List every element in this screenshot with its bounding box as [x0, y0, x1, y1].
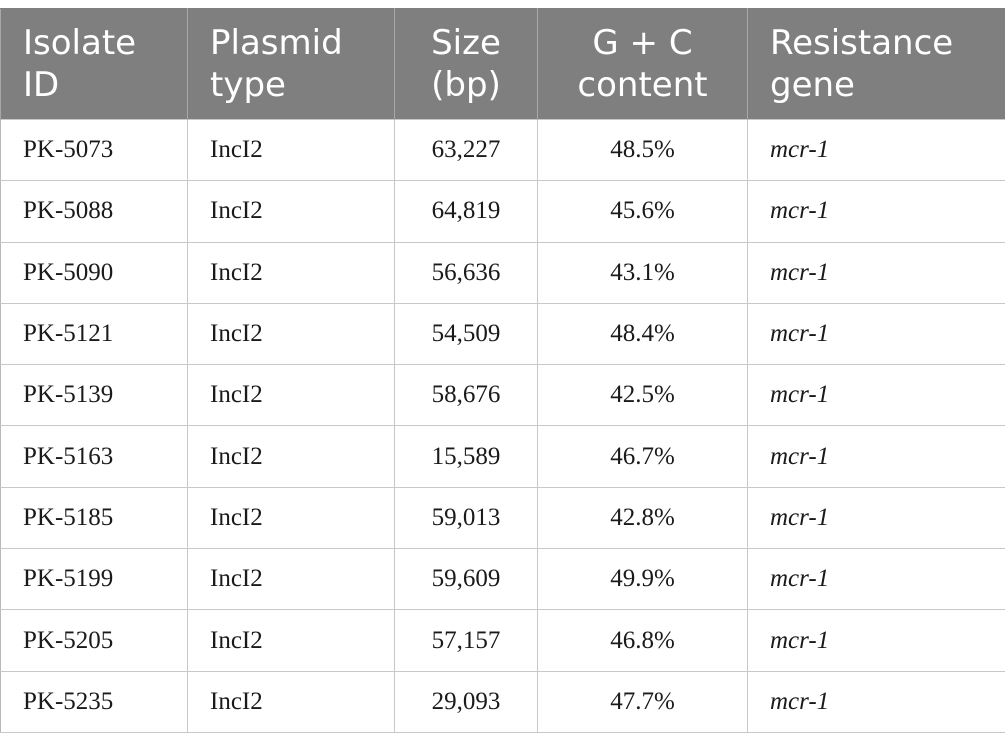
- header-line: content: [577, 65, 708, 105]
- header-line: type: [210, 65, 286, 105]
- cell-size: 54,509: [394, 302, 538, 366]
- cell-resistance-gene: mcr-1: [747, 548, 1005, 611]
- header-gc-content: G + C content: [537, 8, 748, 120]
- cell-size: 59,609: [394, 548, 538, 611]
- header-line: gene: [770, 65, 855, 105]
- cell-size: 64,819: [394, 180, 538, 243]
- header-line: (bp): [431, 65, 501, 105]
- header-resistance-gene: Resistance gene: [747, 8, 1005, 120]
- table-row: PK-5163 IncI2 15,589 46.7% mcr-1: [0, 425, 1005, 488]
- table-row: PK-5199 IncI2 59,609 49.9% mcr-1: [0, 548, 1005, 611]
- header-isolate-id: Isolate ID: [0, 8, 188, 120]
- cell-isolate-id: PK-5185: [0, 486, 188, 550]
- cell-gc-content: 47.7%: [537, 670, 748, 733]
- cell-plasmid-type: IncI2: [187, 670, 395, 733]
- cell-size: 58,676: [394, 364, 538, 427]
- cell-resistance-gene: mcr-1: [747, 670, 1005, 733]
- table-body: PK-5073 IncI2 63,227 48.5% mcr-1 PK-5088…: [0, 118, 1005, 733]
- cell-resistance-gene: mcr-1: [747, 364, 1005, 427]
- cell-isolate-id: PK-5088: [0, 180, 188, 243]
- header-line: Size: [431, 23, 501, 63]
- cell-size: 57,157: [394, 609, 538, 672]
- table-header: Isolate ID Plasmid type Size (bp) G + C …: [0, 8, 1005, 120]
- cell-isolate-id: PK-5090: [0, 241, 188, 304]
- header-line: Isolate: [23, 23, 137, 63]
- cell-isolate-id: PK-5205: [0, 609, 188, 672]
- table-row: PK-5088 IncI2 64,819 45.6% mcr-1: [0, 180, 1005, 243]
- table-row: PK-5205 IncI2 57,157 46.8% mcr-1: [0, 609, 1005, 672]
- cell-size: 29,093: [394, 670, 538, 733]
- cell-gc-content: 49.9%: [537, 548, 748, 611]
- table-row: PK-5235 IncI2 29,093 47.7% mcr-1: [0, 670, 1005, 733]
- cell-isolate-id: PK-5121: [0, 302, 188, 366]
- cell-plasmid-type: IncI2: [187, 548, 395, 611]
- table-row: PK-5090 IncI2 56,636 43.1% mcr-1: [0, 241, 1005, 304]
- cell-resistance-gene: mcr-1: [747, 425, 1005, 488]
- table-row: PK-5121 IncI2 54,509 48.4% mcr-1: [0, 302, 1005, 366]
- cell-gc-content: 43.1%: [537, 241, 748, 304]
- cell-gc-content: 48.5%: [537, 118, 748, 182]
- cell-plasmid-type: IncI2: [187, 302, 395, 366]
- cell-isolate-id: PK-5139: [0, 364, 188, 427]
- table-row: PK-5073 IncI2 63,227 48.5% mcr-1: [0, 118, 1005, 182]
- cell-gc-content: 48.4%: [537, 302, 748, 366]
- cell-gc-content: 42.5%: [537, 364, 748, 427]
- cell-resistance-gene: mcr-1: [747, 486, 1005, 550]
- plasmid-table: Isolate ID Plasmid type Size (bp) G + C …: [0, 8, 1005, 733]
- cell-size: 15,589: [394, 425, 538, 488]
- cell-resistance-gene: mcr-1: [747, 180, 1005, 243]
- cell-resistance-gene: mcr-1: [747, 118, 1005, 182]
- cell-plasmid-type: IncI2: [187, 609, 395, 672]
- cell-isolate-id: PK-5235: [0, 670, 188, 733]
- header-line: Resistance: [770, 23, 954, 63]
- cell-isolate-id: PK-5199: [0, 548, 188, 611]
- cell-gc-content: 42.8%: [537, 486, 748, 550]
- cell-isolate-id: PK-5073: [0, 118, 188, 182]
- cell-gc-content: 46.7%: [537, 425, 748, 488]
- cell-size: 56,636: [394, 241, 538, 304]
- header-line: Plasmid: [210, 23, 343, 63]
- header-plasmid-type: Plasmid type: [187, 8, 395, 120]
- cell-plasmid-type: IncI2: [187, 180, 395, 243]
- cell-plasmid-type: IncI2: [187, 486, 395, 550]
- cell-gc-content: 46.8%: [537, 609, 748, 672]
- header-row: Isolate ID Plasmid type Size (bp) G + C …: [0, 8, 1005, 120]
- cell-resistance-gene: mcr-1: [747, 609, 1005, 672]
- header-line: ID: [23, 65, 60, 105]
- table-row: PK-5139 IncI2 58,676 42.5% mcr-1: [0, 364, 1005, 427]
- cell-size: 63,227: [394, 118, 538, 182]
- cell-plasmid-type: IncI2: [187, 364, 395, 427]
- cell-plasmid-type: IncI2: [187, 241, 395, 304]
- cell-size: 59,013: [394, 486, 538, 550]
- header-size: Size (bp): [394, 8, 538, 120]
- header-line: G + C: [592, 23, 693, 63]
- cell-plasmid-type: IncI2: [187, 425, 395, 488]
- cell-resistance-gene: mcr-1: [747, 302, 1005, 366]
- cell-resistance-gene: mcr-1: [747, 241, 1005, 304]
- cell-gc-content: 45.6%: [537, 180, 748, 243]
- table-row: PK-5185 IncI2 59,013 42.8% mcr-1: [0, 486, 1005, 550]
- cell-plasmid-type: IncI2: [187, 118, 395, 182]
- cell-isolate-id: PK-5163: [0, 425, 188, 488]
